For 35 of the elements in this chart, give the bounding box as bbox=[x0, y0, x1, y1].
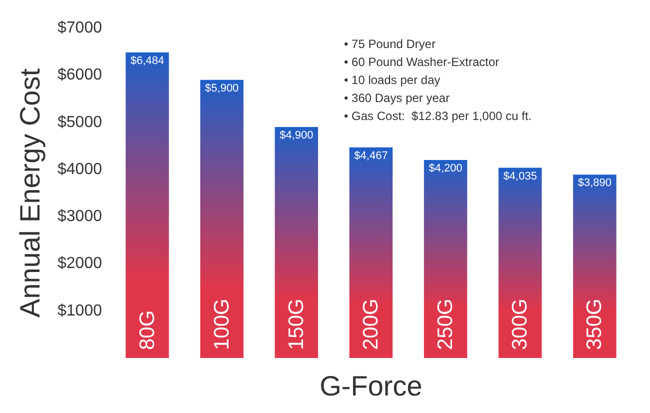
y-tick-label: $4000 bbox=[58, 160, 102, 178]
annotation: • 10 loads per day bbox=[344, 73, 440, 87]
x-tick-label: 300G bbox=[508, 298, 532, 350]
annotation: • 75 Pound Dryer bbox=[344, 37, 436, 51]
y-tick-label: $3000 bbox=[58, 208, 102, 226]
y-tick-label: $5000 bbox=[58, 114, 102, 131]
bar bbox=[424, 160, 468, 358]
data-label: $6,484 bbox=[130, 54, 164, 67]
y-tick-label: $2000 bbox=[58, 255, 102, 272]
x-tick-label: 100G bbox=[210, 298, 234, 350]
y-axis-title: Annual Energy Cost bbox=[14, 68, 46, 318]
bar bbox=[200, 80, 244, 358]
data-label: $4,467 bbox=[354, 150, 388, 162]
bar bbox=[498, 168, 542, 358]
x-tick-label: 80G bbox=[136, 310, 159, 350]
annotation: • 60 Pound Washer-Extractor bbox=[344, 55, 500, 69]
y-tick-label: $6000 bbox=[58, 66, 102, 84]
x-tick-label: 350G bbox=[583, 298, 606, 350]
y-tick-label: $1000 bbox=[58, 302, 102, 320]
bar bbox=[349, 147, 393, 358]
data-label: $4,200 bbox=[428, 162, 462, 174]
annotation: • 360 Days per year bbox=[344, 91, 450, 105]
data-label: $4,900 bbox=[280, 130, 314, 142]
data-label: $5,900 bbox=[205, 82, 239, 94]
bar bbox=[274, 127, 318, 358]
bar bbox=[126, 52, 169, 358]
bar bbox=[573, 174, 616, 358]
x-tick-label: 250G bbox=[434, 298, 458, 350]
y-tick-label: $7000 bbox=[58, 20, 102, 36]
annotation: • Gas Cost: $12.83 per 1,000 cu ft. bbox=[344, 109, 532, 123]
data-label: $3,890 bbox=[578, 177, 612, 190]
x-tick-label: 150G bbox=[284, 298, 308, 350]
x-axis-title: G-Force bbox=[320, 370, 422, 402]
data-label: $4,035 bbox=[503, 170, 537, 182]
x-tick-label: 200G bbox=[360, 298, 382, 350]
